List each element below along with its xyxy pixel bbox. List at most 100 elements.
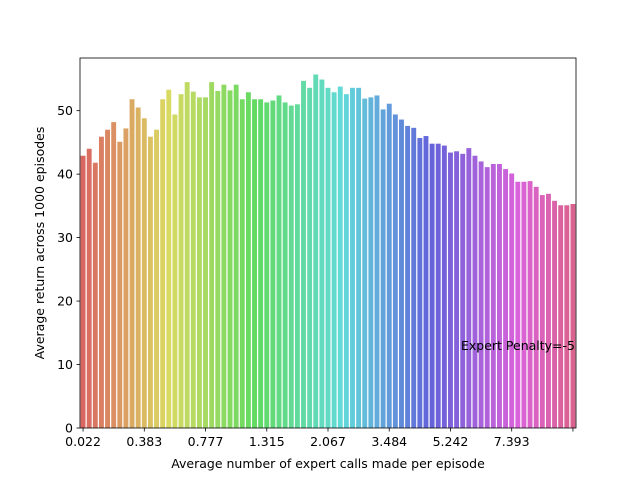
bar (123, 128, 129, 428)
bar (478, 161, 484, 428)
y-axis-title: Average return across 1000 episodes (32, 127, 47, 360)
bar (362, 98, 368, 429)
bar (270, 100, 276, 429)
bar (509, 173, 515, 428)
bar (503, 169, 509, 428)
bar (288, 105, 294, 428)
bar (441, 145, 447, 428)
y-tick-label: 40 (57, 167, 73, 182)
x-tick-label: 3.484 (371, 434, 407, 449)
bar (147, 136, 153, 428)
bar (178, 94, 184, 429)
x-tick-label: 0.022 (65, 434, 101, 449)
x-tick-label: 0.777 (188, 434, 224, 449)
bar (466, 148, 472, 428)
y-tick-label: 0 (65, 421, 73, 436)
bar (343, 94, 349, 429)
bar (111, 122, 117, 428)
bar (399, 119, 404, 428)
bar (239, 99, 245, 428)
bar (203, 97, 208, 428)
y-tick-label: 20 (57, 294, 73, 309)
bar (546, 193, 551, 428)
bar (276, 95, 282, 428)
bar (325, 87, 331, 428)
bar (258, 99, 264, 428)
bar (472, 155, 478, 429)
bar (215, 91, 221, 428)
bar (282, 102, 288, 429)
bar (307, 87, 313, 428)
bar (160, 99, 166, 428)
annotation-text: Expert Penalty=-5 (461, 338, 575, 353)
bar (429, 143, 435, 428)
bar (98, 136, 104, 428)
bar (484, 167, 490, 428)
bar (154, 129, 159, 428)
bar (411, 127, 417, 428)
x-tick-label: 1.315 (249, 434, 285, 449)
bar (337, 86, 343, 428)
bar (570, 203, 576, 428)
bar (460, 153, 466, 428)
bar (190, 91, 196, 428)
bar (558, 205, 564, 428)
bar (172, 114, 178, 428)
bar (252, 99, 257, 428)
bar (105, 129, 111, 428)
bar (196, 97, 202, 428)
bar (319, 79, 325, 428)
x-tick-label: 2.067 (310, 434, 346, 449)
bar (184, 82, 190, 429)
bar (245, 92, 251, 429)
bar (515, 181, 521, 428)
bar (380, 109, 386, 428)
bar (86, 148, 92, 428)
x-tick-label: 5.242 (433, 434, 469, 449)
bar (386, 103, 392, 428)
y-tick-label: 30 (57, 230, 73, 245)
bar (227, 90, 233, 429)
bar (209, 82, 215, 429)
bar (117, 141, 123, 428)
bar (368, 97, 374, 428)
bar (497, 163, 502, 429)
x-tick-label: 0.383 (126, 434, 162, 449)
bar (417, 137, 423, 428)
bar (490, 163, 496, 429)
bar (564, 205, 570, 428)
bar (135, 107, 141, 428)
bar (264, 102, 270, 429)
bars-group (80, 74, 576, 429)
bar (521, 181, 527, 428)
bar (221, 84, 227, 428)
bar (539, 195, 545, 428)
bar (129, 99, 135, 428)
bar (423, 136, 429, 428)
bar (80, 155, 86, 429)
bar (294, 104, 300, 428)
bar (356, 87, 362, 428)
bar (331, 92, 337, 429)
bar (350, 87, 355, 428)
bar (448, 152, 453, 428)
bar (552, 200, 558, 428)
x-tick-label: 7.393 (494, 434, 530, 449)
bar (233, 84, 239, 428)
bar (141, 118, 147, 428)
bar (533, 186, 539, 428)
bar (92, 162, 98, 428)
y-tick-label: 50 (57, 103, 73, 118)
bar (301, 80, 306, 428)
bar (527, 181, 533, 428)
bar (454, 151, 460, 429)
x-axis-ticks: 0.022 0.383 0.777 1.315 2.067 3.484 5.242 7.393 (65, 428, 574, 449)
bar (435, 143, 441, 428)
bar (392, 114, 398, 428)
y-axis-ticks: 0 10 20 30 40 50 (57, 103, 80, 436)
bar (374, 95, 380, 428)
bar (313, 74, 319, 428)
bar (166, 89, 172, 428)
y-tick-label: 10 (57, 357, 73, 372)
